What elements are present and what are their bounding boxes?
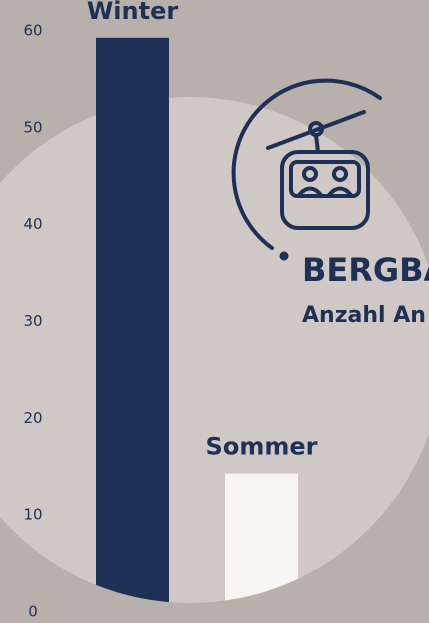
icon-head — [332, 166, 348, 182]
bar — [96, 37, 169, 603]
icon-arc — [231, 78, 382, 250]
y-tick-label: 20 — [23, 409, 42, 427]
chart-subtitle: Anzahl An — [302, 303, 426, 328]
bar-label: Sommer — [206, 433, 318, 461]
gondola-icon — [231, 78, 382, 261]
icon-cabin — [280, 150, 370, 230]
icon-dot — [279, 251, 289, 261]
icon-head — [302, 166, 318, 182]
y-tick-label: 30 — [23, 312, 42, 330]
bars — [96, 37, 298, 603]
bar — [225, 473, 298, 603]
y-tick-label: 0 — [28, 603, 38, 621]
icon-cable — [266, 110, 366, 150]
icon-hanger — [314, 133, 320, 154]
y-tick-label: 50 — [23, 118, 42, 136]
backdrop-circle — [0, 97, 429, 603]
y-tick-label: 40 — [23, 215, 42, 233]
y-tick-label: 10 — [23, 506, 42, 524]
bar-label: Winter — [87, 0, 179, 25]
icon-window — [289, 160, 361, 198]
icon-bodies — [297, 186, 353, 197]
y-tick-label: 60 — [23, 22, 42, 40]
